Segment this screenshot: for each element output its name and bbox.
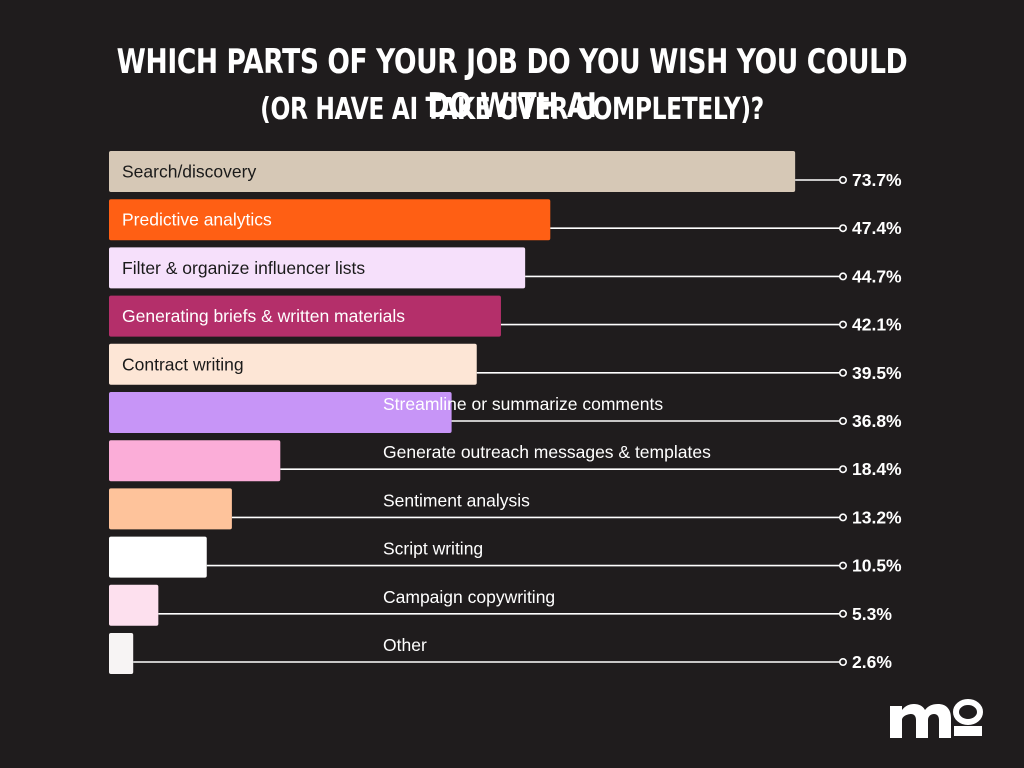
category-label: Campaign copywriting bbox=[383, 587, 555, 607]
connector-dot bbox=[838, 320, 847, 329]
value-label: 10.5% bbox=[852, 556, 902, 576]
category-label: Generate outreach messages & templates bbox=[383, 442, 711, 462]
connector-dot bbox=[838, 657, 847, 666]
connector-dot bbox=[838, 513, 847, 522]
connector-dot bbox=[838, 465, 847, 474]
value-label: 73.7% bbox=[852, 170, 902, 190]
value-label: 47.4% bbox=[852, 218, 902, 238]
category-label: Contract writing bbox=[122, 354, 244, 374]
connector-dot bbox=[838, 561, 847, 570]
value-label: 42.1% bbox=[852, 315, 902, 335]
bar bbox=[109, 392, 452, 433]
connector-dot bbox=[838, 368, 847, 377]
category-label: Streamline or summarize comments bbox=[383, 394, 663, 414]
bar bbox=[109, 343, 477, 385]
bar-row: Script writing 10.5% bbox=[109, 536, 902, 578]
category-label: Other bbox=[383, 635, 427, 655]
bar-row: Filter & organize influencer lists 44.7% bbox=[109, 247, 902, 289]
bar bbox=[109, 440, 281, 482]
logo-underline bbox=[954, 726, 982, 736]
bar bbox=[109, 199, 551, 241]
value-label: 13.2% bbox=[852, 507, 902, 527]
value-label: 36.8% bbox=[852, 411, 902, 431]
category-label: Filter & organize influencer lists bbox=[122, 258, 365, 278]
category-label: Script writing bbox=[383, 539, 483, 559]
brand-logo bbox=[890, 699, 983, 738]
bar-row: Sentiment analysis 13.2% bbox=[109, 488, 902, 530]
bar-row: Predictive analytics 47.4% bbox=[109, 199, 902, 241]
bar-row: Generate outreach messages & templates 18… bbox=[109, 440, 902, 482]
bar-row: Other 2.6% bbox=[109, 633, 892, 674]
chart-title-line-1: WHICH PARTS OF YOUR JOB DO YOU WISH YOU … bbox=[116, 42, 908, 126]
value-label: 2.6% bbox=[852, 652, 892, 672]
bar bbox=[109, 151, 796, 192]
category-label: Predictive analytics bbox=[122, 210, 272, 230]
bar-row: Contract writing 39.5% bbox=[109, 343, 902, 385]
value-label: 18.4% bbox=[852, 459, 902, 479]
bar-row: Streamline or summarize comments 36.8% bbox=[109, 392, 902, 433]
connector-dot bbox=[838, 224, 847, 233]
value-label: 39.5% bbox=[852, 363, 902, 383]
bar bbox=[109, 488, 232, 530]
category-label: Sentiment analysis bbox=[383, 490, 530, 510]
value-label: 5.3% bbox=[852, 604, 892, 624]
logo-m-shape bbox=[890, 704, 951, 738]
category-label: Generating briefs & written materials bbox=[122, 306, 405, 326]
bar-row: Campaign copywriting 5.3% bbox=[109, 584, 892, 626]
bar bbox=[109, 295, 501, 337]
category-label: Search/discovery bbox=[122, 162, 256, 182]
chart-title-line-2: (OR HAVE AI TAKE OVER COMPLETELY)? bbox=[260, 92, 764, 127]
connector-dot bbox=[838, 176, 847, 185]
connector-dot bbox=[838, 609, 847, 618]
bar bbox=[109, 633, 134, 674]
logo-o-shape bbox=[953, 699, 983, 725]
connector-dot bbox=[838, 272, 847, 281]
bar bbox=[109, 536, 207, 578]
bar-row: Generating briefs & written materials 42.… bbox=[109, 295, 902, 337]
connector-dot bbox=[838, 416, 847, 425]
bar-row: Search/discovery 73.7% bbox=[109, 151, 902, 192]
bar bbox=[109, 584, 159, 626]
bar bbox=[109, 247, 526, 289]
value-label: 44.7% bbox=[852, 266, 902, 286]
